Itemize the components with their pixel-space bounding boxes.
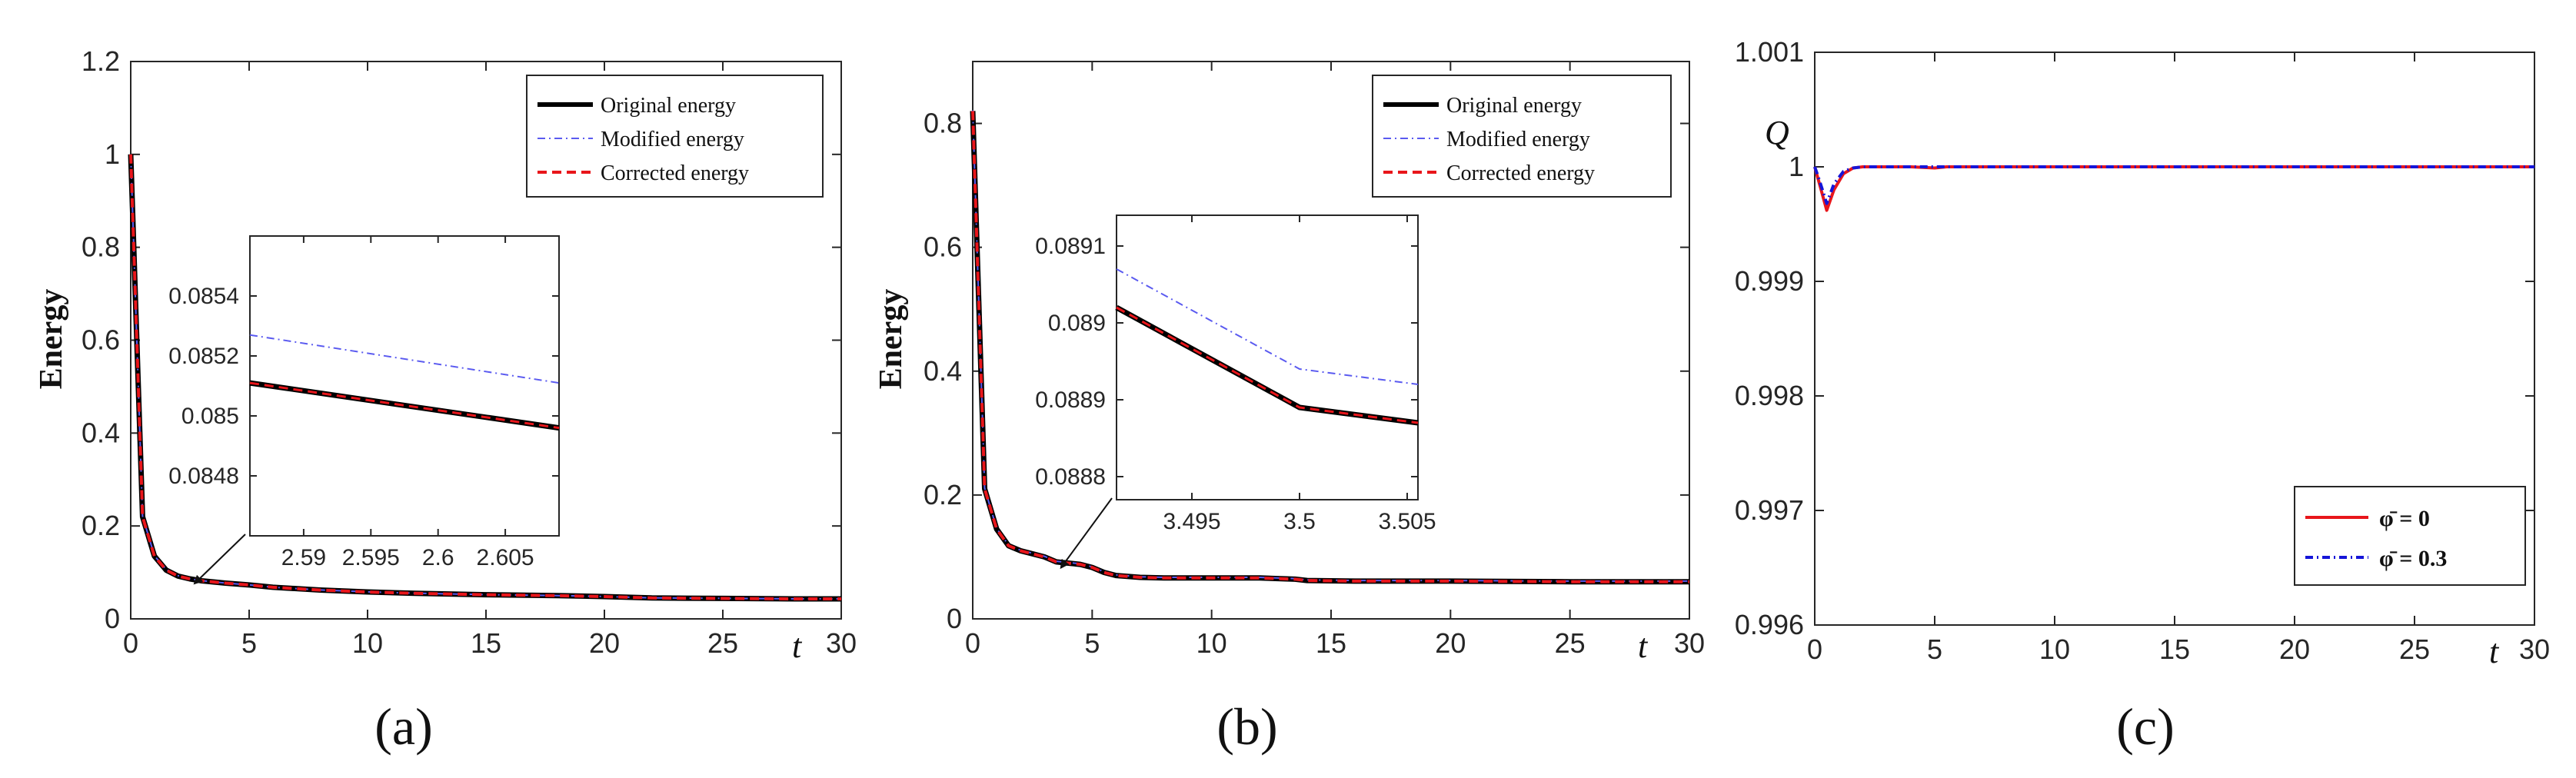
panel-a-legend-label: Original energy [601, 94, 736, 118]
panel-b-inset-y-tick-label: 0.0891 [1035, 234, 1106, 259]
panel-b-inset-plot-area [1116, 214, 1419, 500]
panel-c-x-tick-label: 10 [2039, 633, 2070, 665]
panel-b-inset-series-line [1116, 306, 1419, 424]
panel-b-y-tick-label: 0.2 [924, 479, 962, 510]
panel-b-x-axis-label: t [1638, 627, 1649, 665]
panel-a-y-tick-label: 1 [105, 138, 120, 170]
panel-a-inset-y-tick-label: 0.0854 [168, 284, 239, 309]
panel-b-y-tick-label: 0.4 [924, 355, 962, 387]
panel-c-x-tick-label: 15 [2159, 633, 2190, 665]
panel-b-inset-arrow [1060, 497, 1113, 570]
panel-a-x-tick-label: 0 [123, 627, 138, 659]
panel-a: 0 5 10 15 20 25 30 0 0.2 0.4 0.6 0.8 1 1.2 Energy t 2.59… [34, 45, 857, 756]
panel-b-y-tick-label: 0 [947, 603, 962, 634]
panel-c-y-axis-label: Q [1765, 114, 1789, 151]
panel-a-x-tick-label: 5 [241, 627, 257, 659]
panel-a-inset-series-line [249, 381, 560, 430]
panel-c-series-line [1813, 165, 2534, 205]
panel-c-y-tick-label: 1 [1789, 151, 1804, 182]
panel-b-x-tick-label: 20 [1435, 627, 1466, 659]
panel-b-x-tick-label: 15 [1316, 627, 1346, 659]
panel-a-inset-x-tick-label: 2.6 [422, 545, 454, 570]
panel-c-y-tick-label: 0.997 [1735, 494, 1804, 526]
panel-c-legend-label: φ̄ = 0.3 [2379, 546, 2447, 571]
panel-b-legend-box [1372, 75, 1672, 198]
panel-c-legend-box [2294, 486, 2526, 586]
panel-b-y-tick-label: 0.6 [924, 231, 962, 263]
panel-a-y-tick-label: 0.4 [82, 417, 120, 448]
panel-a-inset-y-tick-label: 0.0848 [168, 464, 239, 489]
panel-b-x-tick-label: 5 [1084, 627, 1100, 659]
panel-b-legend-label: Corrected energy [1446, 161, 1595, 185]
panel-a-y-tick-label: 1.2 [82, 45, 120, 77]
panel-a-inset-series-line [249, 334, 560, 384]
panel-c-x-tick-label: 30 [2519, 633, 2550, 665]
panel-a-inset-y-tick-label: 0.0852 [168, 344, 239, 369]
panel-b-legend-label: Original energy [1446, 94, 1582, 118]
panel-c-x-tick-label: 25 [2399, 633, 2430, 665]
panel-c-x-axis-label: t [2489, 633, 2500, 670]
panel-b-x-tick-label: 30 [1674, 627, 1705, 659]
panel-b-inset-x-tick-label: 3.5 [1283, 509, 1316, 534]
panel-a-y-tick-label: 0.6 [82, 324, 120, 356]
panel-b-inset-x-tick-label: 3.505 [1378, 509, 1436, 534]
panel-a-inset-plot-area [249, 235, 560, 537]
panel-c-y-tick-label: 1.001 [1735, 36, 1804, 68]
panel-a-legend-box [526, 75, 824, 198]
panel-b-inset-y-tick-label: 0.089 [1048, 311, 1106, 336]
panel-a-y-tick-label: 0.8 [82, 231, 120, 263]
panel-a-label: (a) [374, 697, 432, 756]
panel-a-x-axis-label: t [792, 627, 803, 665]
panel-a-y-tick-label: 0.2 [82, 510, 120, 541]
panel-c: 0 5 10 15 20 25 30 0.996 0.997 0.998 0.999 1 1.001 Qt… [1735, 36, 2550, 756]
panel-b-inset-x-tick-label: 3.495 [1163, 509, 1220, 534]
panel-a-x-tick-label: 10 [352, 627, 383, 659]
panel-b-inset-y-tick-label: 0.0889 [1035, 387, 1106, 413]
panel-a-x-tick-label: 15 [471, 627, 501, 659]
panel-c-y-tick-label: 0.996 [1735, 609, 1804, 640]
panel-a-legend-label: Corrected energy [601, 161, 749, 185]
panel-a-x-tick-label: 25 [707, 627, 738, 659]
panel-c-y-tick-label: 0.998 [1735, 380, 1804, 411]
panel-a-inset-x-tick-label: 2.595 [342, 545, 400, 570]
panel-c-x-tick-label: 0 [1807, 633, 1822, 665]
panel-a-inset-x-tick-label: 2.605 [477, 545, 534, 570]
panel-a-inset-y-tick-label: 0.085 [181, 404, 239, 429]
panel-a-x-tick-label: 20 [589, 627, 620, 659]
panel-c-legend-label: φ̄ = 0 [2379, 506, 2430, 531]
panel-a-series-line [129, 154, 841, 600]
panel-b-y-tick-label: 0.8 [924, 108, 962, 139]
panel-a-y-axis-label: Energy [34, 289, 69, 390]
panel-b-series-line [971, 111, 1689, 584]
panel-b-legend-label: Modified energy [1446, 128, 1590, 151]
panel-b-x-tick-label: 25 [1555, 627, 1586, 659]
panel-b: 0 5 10 15 20 25 30 0 0.2 0.4 0.6 0.8 Energy t 3.495 3.5… [874, 61, 1705, 756]
panel-b-inset-y-tick-label: 0.0888 [1035, 464, 1106, 490]
panel-c-label: (c) [2116, 697, 2174, 756]
panel-b-x-tick-label: 0 [965, 627, 980, 659]
panel-b-x-tick-label: 10 [1196, 627, 1227, 659]
panel-a-legend-label: Modified energy [601, 128, 744, 151]
panel-b-inset-series-line [1116, 268, 1419, 385]
panel-a-inset-arrow [193, 534, 246, 585]
panel-b-y-axis-label: Energy [874, 289, 909, 390]
panel-c-x-tick-label: 5 [1927, 633, 1942, 665]
panel-a-x-tick-label: 30 [826, 627, 857, 659]
panel-c-x-tick-label: 20 [2279, 633, 2310, 665]
panel-c-y-tick-label: 0.999 [1735, 265, 1804, 297]
panel-b-label: (b) [1216, 697, 1277, 756]
panel-a-inset-x-tick-label: 2.59 [281, 545, 326, 570]
panel-a-y-tick-label: 0 [105, 603, 120, 634]
